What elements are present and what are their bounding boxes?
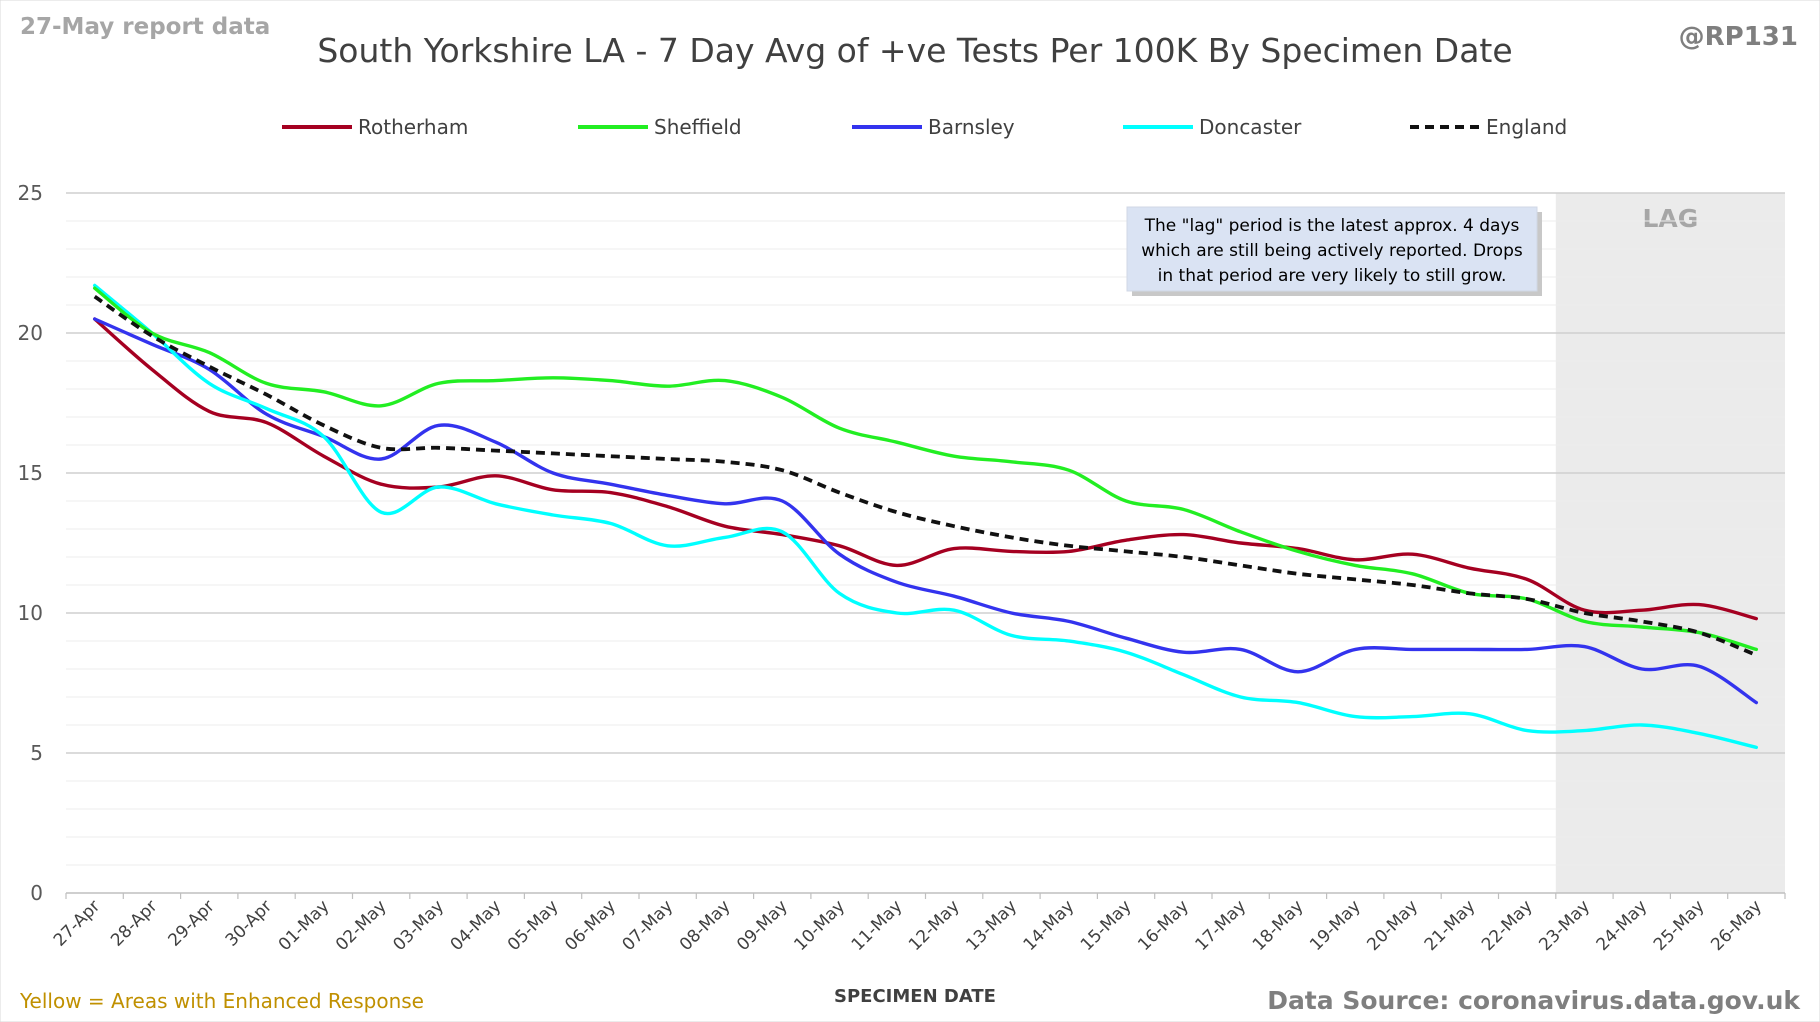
- legend-label-sheffield: Sheffield: [654, 115, 742, 139]
- annotation-line-1: The "lag" period is the latest approx. 4…: [1144, 216, 1520, 236]
- series-line-england: [93, 295, 1757, 657]
- chart-title: South Yorkshire LA - 7 Day Avg of +ve Te…: [317, 31, 1512, 70]
- y-tick-label: 25: [18, 181, 43, 205]
- annotation-line-2: which are still being actively reported.…: [1141, 241, 1523, 261]
- y-axis: 0 5 10 15 20 25: [18, 181, 43, 905]
- legend-label-doncaster: Doncaster: [1199, 115, 1302, 139]
- lag-label: LAG: [1642, 204, 1698, 233]
- y-tick-label: 0: [30, 881, 43, 905]
- gridlines: [66, 192, 1785, 866]
- x-axis-label: SPECIMEN DATE: [834, 986, 996, 1007]
- y-tick-label: 10: [18, 601, 43, 625]
- handle: @RP131: [1679, 22, 1798, 52]
- annotation-line-3: in that period are very likely to still …: [1158, 266, 1507, 286]
- y-tick-label: 20: [18, 321, 43, 345]
- legend-label-england: England: [1486, 115, 1567, 139]
- lag-annotation: The "lag" period is the latest approx. 4…: [1126, 206, 1542, 296]
- data-source: Data Source: coronavirus.data.gov.uk: [1267, 986, 1801, 1015]
- series-lines: [93, 283, 1758, 750]
- lag-region: [1555, 193, 1785, 893]
- series-line-rotherham: [93, 317, 1758, 621]
- legend-label-rotherham: Rotherham: [358, 115, 468, 139]
- series-line-doncaster: [93, 283, 1758, 750]
- series-line-barnsley: [93, 317, 1758, 705]
- report-note: 27-May report data: [20, 14, 270, 40]
- legend-label-barnsley: Barnsley: [928, 115, 1015, 139]
- y-tick-label: 5: [30, 741, 43, 765]
- enhanced-response-note: Yellow = Areas with Enhanced Response: [19, 989, 424, 1013]
- y-tick-label: 15: [18, 461, 43, 485]
- legend: Rotherham Sheffield Barnsley Doncaster Engla…: [282, 115, 1567, 139]
